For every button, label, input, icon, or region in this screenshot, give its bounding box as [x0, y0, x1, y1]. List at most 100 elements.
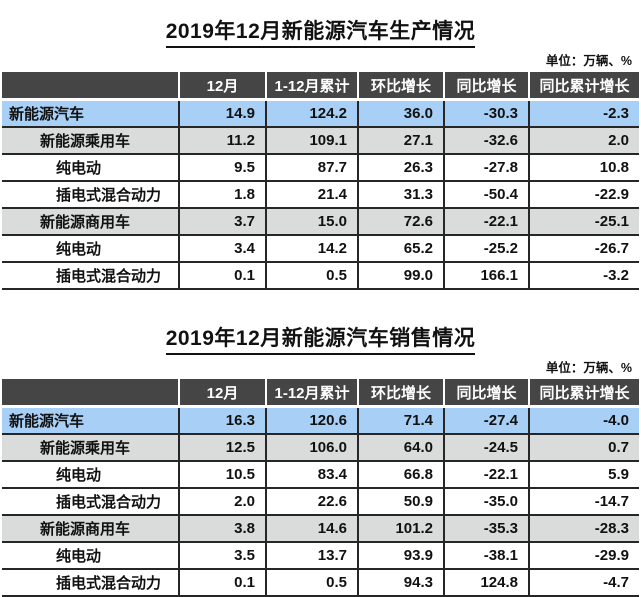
value-cell: -50.4: [443, 182, 528, 209]
value-cell: 13.7: [265, 543, 357, 570]
value-cell: 3.4: [178, 236, 265, 263]
table-row: 新能源乘用车 12.5 106.0 64.0 -24.5 0.7: [2, 435, 639, 462]
value-cell: 26.3: [357, 155, 443, 182]
unit-label: 单位：万辆、%: [545, 361, 632, 375]
value-cell: 36.0: [357, 101, 443, 128]
row-label: 纯电动: [2, 236, 178, 263]
value-cell: -25.2: [443, 236, 528, 263]
value-cell: 1.8: [178, 182, 265, 209]
row-label: 新能源商用车: [2, 209, 178, 236]
value-cell: -35.3: [443, 516, 528, 543]
value-cell: 0.1: [178, 263, 265, 290]
value-cell: 71.4: [357, 408, 443, 435]
column-header-cumulative: 1-12月累计: [265, 379, 357, 408]
value-cell: 106.0: [265, 435, 357, 462]
value-cell: 22.6: [265, 489, 357, 516]
value-cell: 11.2: [178, 128, 265, 155]
column-header-yoy-growth: 同比增长: [443, 379, 528, 408]
value-cell: 3.5: [178, 543, 265, 570]
production-table-title: 2019年12月新能源汽车生产情况: [0, 0, 641, 48]
row-label: 纯电动: [2, 543, 178, 570]
value-cell: -32.6: [443, 128, 528, 155]
value-cell: 12.5: [178, 435, 265, 462]
unit-label: 单位：万辆、%: [545, 54, 632, 68]
value-cell: -24.5: [443, 435, 528, 462]
column-header-mom-growth: 环比增长: [357, 379, 443, 408]
value-cell: 124.8: [443, 570, 528, 597]
value-cell: 109.1: [265, 128, 357, 155]
value-cell: 93.9: [357, 543, 443, 570]
value-cell: -22.1: [443, 209, 528, 236]
value-cell: 50.9: [357, 489, 443, 516]
sales-table: 12月 1-12月累计 环比增长 同比增长 同比累计增长 新能源汽车 16.3 …: [2, 379, 639, 597]
value-cell: 64.0: [357, 435, 443, 462]
row-label: 新能源汽车: [2, 101, 178, 128]
sales-section: 2019年12月新能源汽车销售情况 单位：万辆、% 12月 1-12月累计 环比…: [0, 307, 641, 597]
row-label: 插电式混合动力: [2, 489, 178, 516]
value-cell: 124.2: [265, 101, 357, 128]
value-cell: 16.3: [178, 408, 265, 435]
value-cell: 101.2: [357, 516, 443, 543]
value-cell: 0.1: [178, 570, 265, 597]
row-label: 插电式混合动力: [2, 263, 178, 290]
table-row: 纯电动 3.5 13.7 93.9 -38.1 -29.9: [2, 543, 639, 570]
value-cell: 0.5: [265, 263, 357, 290]
production-table: 12月 1-12月累计 环比增长 同比增长 同比累计增长 新能源汽车 14.9 …: [2, 72, 639, 290]
value-cell: 9.5: [178, 155, 265, 182]
row-label: 纯电动: [2, 462, 178, 489]
value-cell: 14.9: [178, 101, 265, 128]
table-row: 插电式混合动力 2.0 22.6 50.9 -35.0 -14.7: [2, 489, 639, 516]
value-cell: 15.0: [265, 209, 357, 236]
table-row: 插电式混合动力 1.8 21.4 31.3 -50.4 -22.9: [2, 182, 639, 209]
table-row: 插电式混合动力 0.1 0.5 99.0 166.1 -3.2: [2, 263, 639, 290]
value-cell: -25.1: [528, 209, 639, 236]
value-cell: -27.4: [443, 408, 528, 435]
value-cell: -4.0: [528, 408, 639, 435]
column-header-yoy-cum-growth: 同比累计增长: [528, 72, 639, 101]
value-cell: -26.7: [528, 236, 639, 263]
column-header-empty: [2, 72, 178, 101]
row-label: 新能源商用车: [2, 516, 178, 543]
value-cell: 21.4: [265, 182, 357, 209]
row-label: 新能源汽车: [2, 408, 178, 435]
table-row: 新能源汽车 16.3 120.6 71.4 -27.4 -4.0: [2, 408, 639, 435]
header-row: 12月 1-12月累计 环比增长 同比增长 同比累计增长: [2, 72, 639, 101]
column-header-empty: [2, 379, 178, 408]
value-cell: 10.8: [528, 155, 639, 182]
value-cell: 0.5: [265, 570, 357, 597]
table-row: 新能源商用车 3.8 14.6 101.2 -35.3 -28.3: [2, 516, 639, 543]
table-row: 插电式混合动力 0.1 0.5 94.3 124.8 -4.7: [2, 570, 639, 597]
value-cell: 10.5: [178, 462, 265, 489]
value-cell: 2.0: [528, 128, 639, 155]
value-cell: 166.1: [443, 263, 528, 290]
value-cell: -14.7: [528, 489, 639, 516]
value-cell: 27.1: [357, 128, 443, 155]
value-cell: 0.7: [528, 435, 639, 462]
row-label: 纯电动: [2, 155, 178, 182]
row-label: 插电式混合动力: [2, 182, 178, 209]
value-cell: 5.9: [528, 462, 639, 489]
column-header-yoy-cum-growth: 同比累计增长: [528, 379, 639, 408]
table-row: 纯电动 10.5 83.4 66.8 -22.1 5.9: [2, 462, 639, 489]
column-header-month: 12月: [178, 72, 265, 101]
value-cell: -35.0: [443, 489, 528, 516]
value-cell: 14.6: [265, 516, 357, 543]
table-row: 新能源商用车 3.7 15.0 72.6 -22.1 -25.1: [2, 209, 639, 236]
value-cell: 2.0: [178, 489, 265, 516]
table-row: 新能源汽车 14.9 124.2 36.0 -30.3 -2.3: [2, 101, 639, 128]
value-cell: -29.9: [528, 543, 639, 570]
sales-table-title: 2019年12月新能源汽车销售情况: [0, 307, 641, 355]
row-label: 插电式混合动力: [2, 570, 178, 597]
value-cell: -22.9: [528, 182, 639, 209]
value-cell: 83.4: [265, 462, 357, 489]
production-section: 2019年12月新能源汽车生产情况 单位：万辆、% 12月 1-12月累计 环比…: [0, 0, 641, 290]
column-header-month: 12月: [178, 379, 265, 408]
value-cell: 99.0: [357, 263, 443, 290]
row-label: 新能源乘用车: [2, 128, 178, 155]
header-row: 12月 1-12月累计 环比增长 同比增长 同比累计增长: [2, 379, 639, 408]
value-cell: 66.8: [357, 462, 443, 489]
value-cell: 14.2: [265, 236, 357, 263]
value-cell: -4.7: [528, 570, 639, 597]
value-cell: -27.8: [443, 155, 528, 182]
